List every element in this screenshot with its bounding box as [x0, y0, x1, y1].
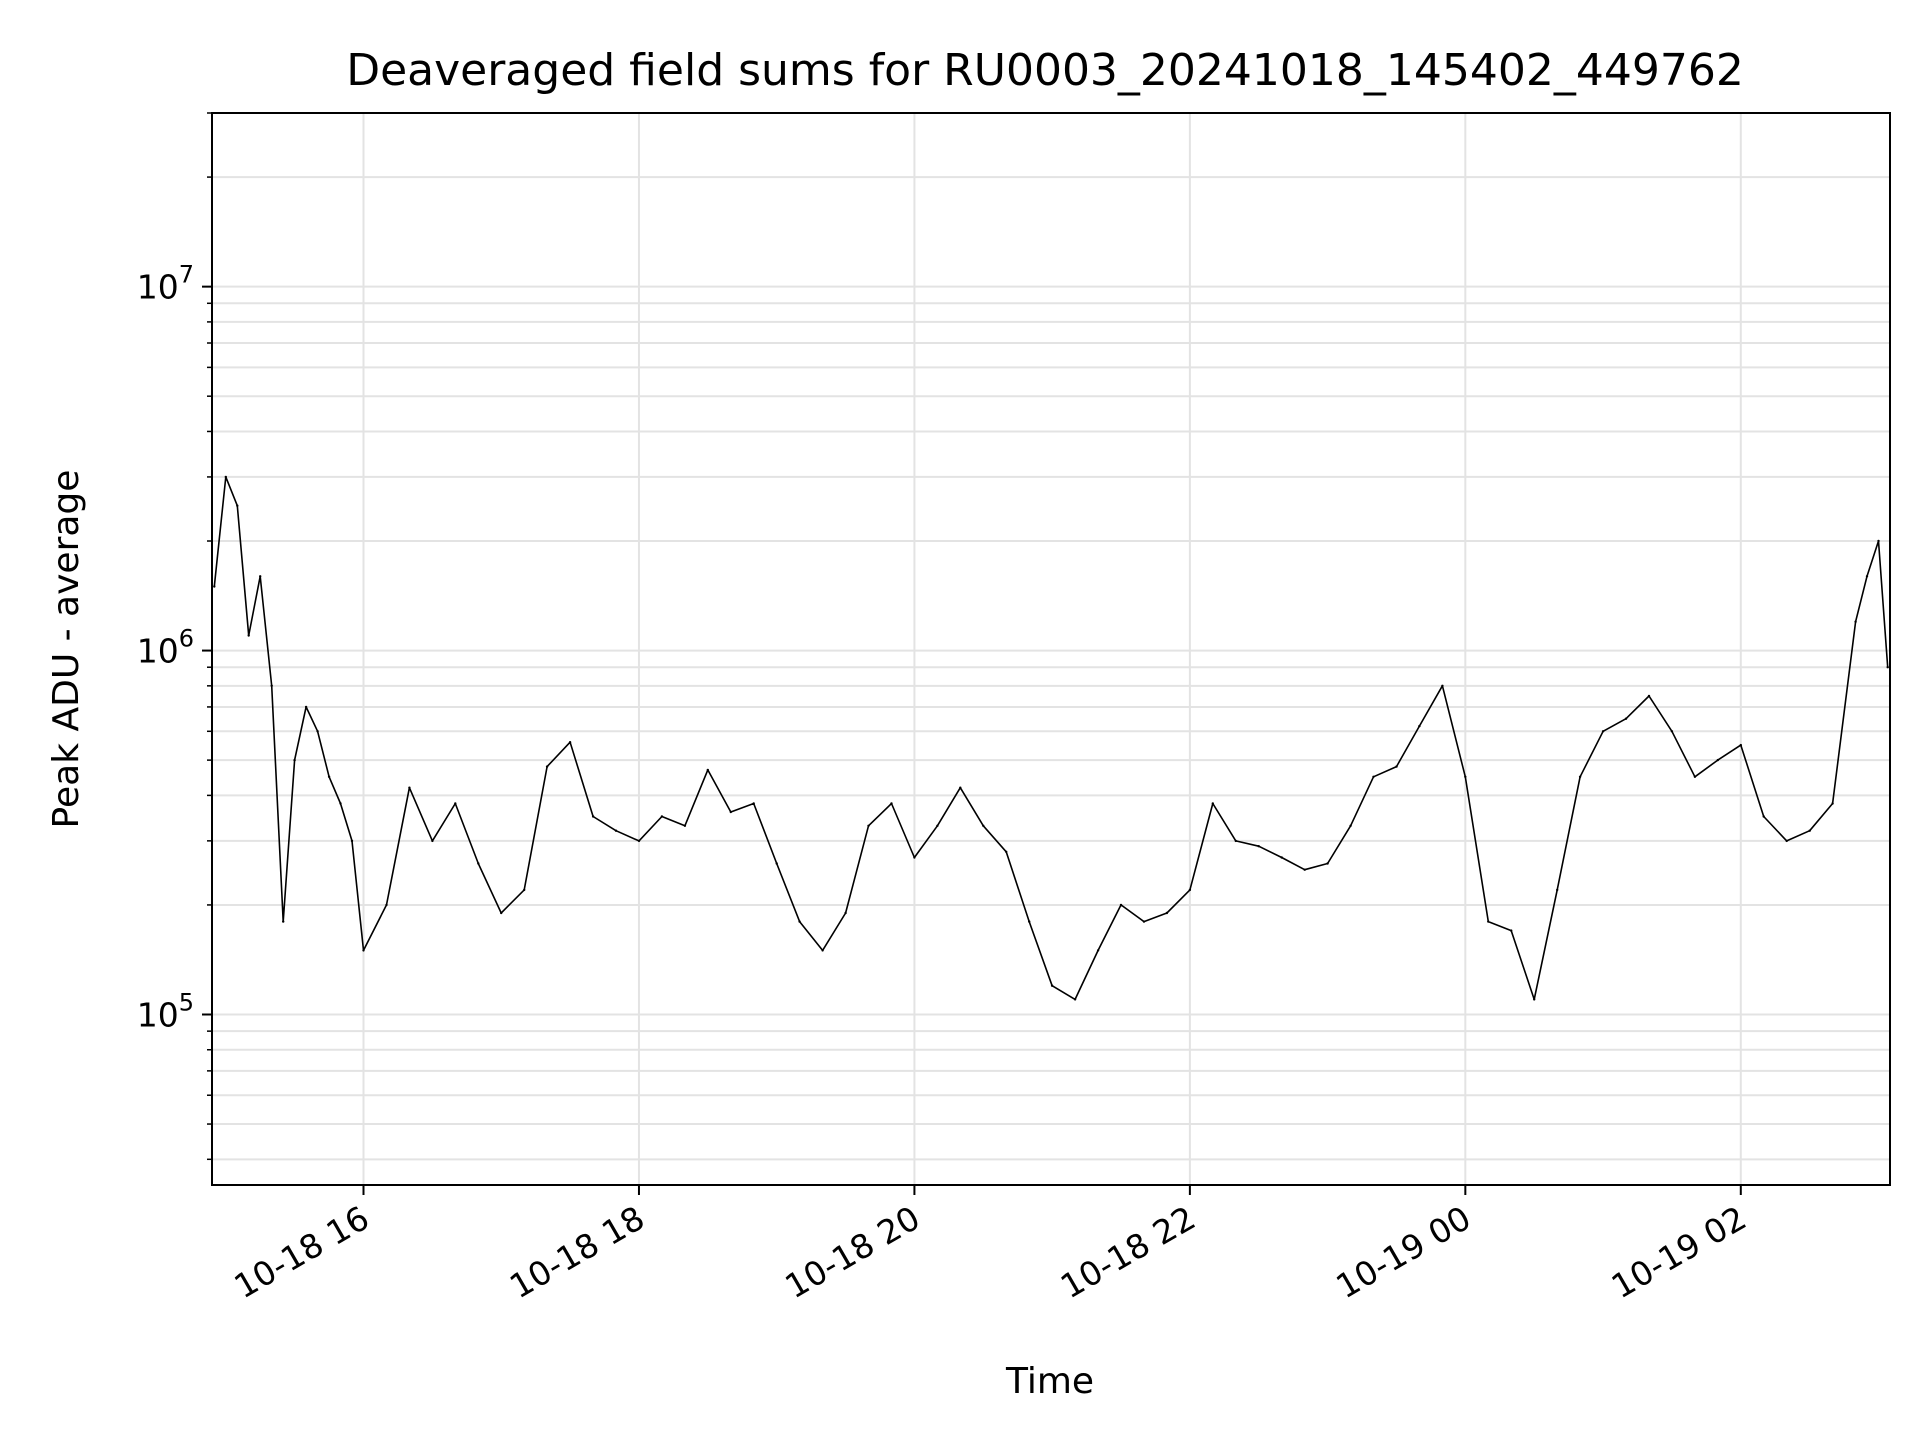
data-point — [1073, 998, 1077, 1001]
data-point — [1556, 888, 1559, 892]
data-point — [500, 911, 503, 915]
data-point — [591, 815, 595, 818]
data-point — [706, 768, 709, 772]
data-point — [259, 575, 262, 578]
data-point — [1510, 929, 1513, 932]
data-point — [1280, 856, 1283, 859]
data-point — [1854, 620, 1857, 623]
data-point — [775, 862, 778, 865]
data-point — [327, 775, 331, 778]
data-point — [1257, 845, 1260, 848]
data-point — [568, 741, 572, 744]
data-point — [614, 829, 618, 832]
data-point — [1096, 949, 1100, 952]
data-point — [350, 839, 354, 843]
data-point — [408, 786, 411, 789]
data-point — [213, 585, 216, 588]
data-point — [316, 730, 319, 733]
plot-frame — [211, 112, 1891, 1186]
data-point — [385, 903, 388, 907]
data-point — [293, 758, 296, 762]
data-point — [1165, 911, 1169, 915]
data-point — [1533, 998, 1536, 1001]
data-point — [1188, 888, 1192, 892]
data-point — [1395, 765, 1398, 768]
data-point — [1487, 920, 1490, 923]
data-point — [247, 634, 250, 637]
data-point — [1028, 920, 1031, 923]
data-point — [821, 949, 824, 952]
data-point — [1647, 694, 1651, 698]
data-point — [1234, 839, 1238, 843]
data-point — [729, 810, 732, 814]
data-point — [1601, 730, 1605, 733]
data-point — [1303, 868, 1306, 871]
series-line — [213, 476, 1889, 1001]
data-point — [1739, 743, 1743, 747]
data-point — [1464, 775, 1467, 778]
data-point — [959, 786, 962, 789]
data-point — [637, 839, 641, 843]
data-point — [1762, 815, 1765, 818]
data-point — [1211, 802, 1215, 805]
data-point — [1716, 758, 1720, 762]
data-point — [1831, 802, 1834, 805]
y-axis: 105 106 107 — [137, 112, 212, 1161]
data-point — [304, 705, 308, 709]
data-point — [1372, 775, 1375, 778]
data-point — [1670, 730, 1674, 733]
data-point — [752, 802, 755, 805]
data-point — [1441, 684, 1444, 687]
data-point — [431, 839, 434, 843]
y-tick-label: 105 — [137, 988, 194, 1034]
data-point — [477, 862, 480, 865]
data-point — [1886, 666, 1889, 669]
data-point — [1624, 717, 1628, 720]
data-point — [236, 504, 239, 507]
data-point — [270, 684, 273, 687]
chart-title: Deaveraged field sums for RU0003_2024101… — [346, 45, 1744, 96]
data-point — [1418, 724, 1421, 728]
data-point — [1142, 920, 1146, 923]
data-point — [1578, 775, 1582, 778]
data-point — [1808, 829, 1811, 832]
y-axis-label: Peak ADU - average — [46, 470, 87, 829]
grid-lines — [212, 112, 1890, 1185]
data-point — [798, 920, 801, 923]
data-point — [224, 475, 227, 479]
data-point — [936, 824, 939, 827]
series-layer — [213, 475, 1889, 1001]
data-point — [1119, 903, 1123, 907]
data-point — [1785, 839, 1788, 843]
data-point — [282, 920, 285, 923]
data-point — [454, 802, 457, 805]
data-point — [913, 856, 916, 859]
data-point — [1326, 862, 1329, 865]
data-point — [362, 949, 365, 952]
data-point — [545, 765, 549, 768]
data-point — [683, 824, 687, 827]
data-point — [339, 802, 342, 805]
data-point — [1050, 984, 1054, 987]
data-point — [1693, 775, 1697, 778]
data-point — [867, 824, 870, 827]
data-point — [660, 815, 664, 818]
data-point — [844, 911, 847, 915]
y-tick-label: 106 — [137, 625, 194, 671]
data-point — [523, 888, 526, 892]
data-point — [982, 824, 985, 827]
data-point — [1005, 850, 1008, 853]
data-point — [1349, 824, 1352, 827]
data-point — [1877, 539, 1880, 543]
data-point — [890, 802, 893, 805]
x-axis-label: Time — [1005, 1361, 1094, 1402]
y-tick-label: 107 — [137, 261, 194, 307]
data-point — [1865, 575, 1869, 578]
